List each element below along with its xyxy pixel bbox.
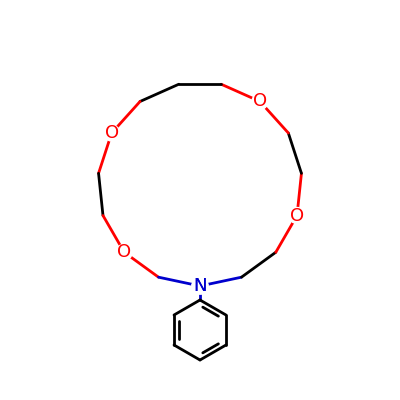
- Circle shape: [192, 278, 208, 294]
- Circle shape: [192, 278, 208, 294]
- Text: N: N: [193, 277, 207, 295]
- Circle shape: [116, 244, 132, 260]
- Text: N: N: [193, 277, 207, 295]
- Circle shape: [252, 94, 268, 110]
- Circle shape: [289, 208, 305, 224]
- Circle shape: [104, 125, 120, 141]
- Text: O: O: [290, 206, 304, 224]
- Text: O: O: [105, 124, 119, 142]
- Text: O: O: [253, 92, 267, 110]
- Text: O: O: [117, 243, 131, 261]
